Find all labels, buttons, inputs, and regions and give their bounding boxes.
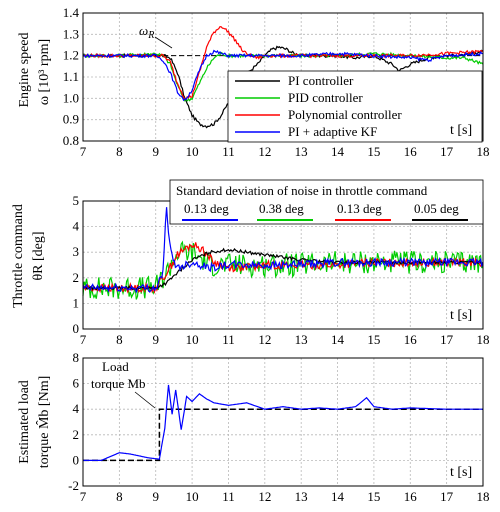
x-tick-label: 17 <box>440 489 454 504</box>
xlabel-panel1: t [s] <box>450 123 472 138</box>
y-tick-label: 0 <box>73 321 80 336</box>
x-tick-label: 7 <box>80 489 87 504</box>
y-tick-label: 0 <box>73 452 80 467</box>
x-tick-label: 10 <box>186 489 199 504</box>
x-tick-label: 15 <box>367 332 380 347</box>
ylabel-omega: ω [10³ rpm] <box>37 39 52 105</box>
y-tick-label: 0.9 <box>63 112 79 127</box>
legend-title: Standard deviation of noise in throttle … <box>176 183 428 198</box>
ylabel-engine-speed: Engine speed <box>17 32 32 107</box>
y-tick-label: 8 <box>73 350 80 365</box>
x-tick-label: 17 <box>440 332 454 347</box>
x-tick-label: 15 <box>367 489 380 504</box>
x-tick-label: 13 <box>295 144 308 159</box>
y-tick-label: 3 <box>73 244 80 259</box>
ylabel-throttle-command: Throttle command <box>11 204 26 308</box>
legend-label-pid: PID controller <box>288 90 363 105</box>
x-tick-label: 14 <box>331 489 345 504</box>
series-line <box>82 240 484 300</box>
x-tick-label: 10 <box>186 144 199 159</box>
y-tick-label: 2 <box>73 270 80 285</box>
annotation-arrow-omega-r <box>154 36 173 49</box>
y-tick-label: 1.3 <box>63 26 79 41</box>
legend-label-green: 0.38 deg <box>259 201 304 216</box>
x-tick-label: 8 <box>116 332 123 347</box>
x-tick-label: 16 <box>404 332 418 347</box>
legend: PI controller PID controller Polynomial … <box>227 70 483 143</box>
series-line <box>83 384 483 461</box>
annotation-arrow-load <box>134 391 156 409</box>
x-tick-label: 16 <box>404 144 418 159</box>
legend: Standard deviation of noise in throttle … <box>169 179 484 225</box>
annotation-omega-r: ωR <box>139 23 154 41</box>
x-tick-label: 16 <box>404 489 418 504</box>
xlabel-panel3: t [s] <box>450 465 472 480</box>
x-tick-label: 13 <box>295 332 308 347</box>
x-tick-label: 17 <box>440 144 454 159</box>
y-tick-label: 4 <box>73 401 80 416</box>
panel-throttle-command: Throttle command θR [deg] 7 8 9 10 11 12 13 14 1… <box>11 179 490 347</box>
legend-label-blue: 0.13 deg <box>184 201 229 216</box>
x-tick-label: 9 <box>152 332 159 347</box>
x-tick-label: 11 <box>222 144 235 159</box>
x-tick-label: 14 <box>331 332 345 347</box>
y-tick-label: 6 <box>73 376 80 391</box>
x-tick-label: 8 <box>116 144 123 159</box>
x-tick-label: 18 <box>477 144 490 159</box>
y-tick-label: 2 <box>73 427 80 442</box>
panel-load-torque: Estimated load torque M̂b [Nm] 7 8 9 10 11 12… <box>17 350 490 504</box>
x-tick-label: 7 <box>80 144 87 159</box>
series-line <box>82 49 483 102</box>
annotation-load-line2: torque Mb <box>91 376 146 391</box>
x-tick-label: 18 <box>477 489 490 504</box>
xlabel-panel2: t [s] <box>450 308 472 323</box>
y-tick-label: 5 <box>73 193 80 208</box>
y-tick-label: -2 <box>68 478 79 493</box>
ylabel-torque: torque M̂b [Nm] <box>35 376 52 469</box>
x-tick-label: 12 <box>258 489 271 504</box>
x-tick-label: 14 <box>331 144 345 159</box>
legend-label-polynomial: Polynomial controller <box>288 107 402 122</box>
y-tick-label: 4 <box>73 219 80 234</box>
x-tick-label: 13 <box>295 489 308 504</box>
legend-box <box>227 70 483 143</box>
x-tick-label: 11 <box>222 489 235 504</box>
y-tick-label: 1.4 <box>63 5 80 20</box>
annotation-load-line1: Load <box>102 359 129 374</box>
x-tick-label: 9 <box>152 144 159 159</box>
x-tick-label: 9 <box>152 489 159 504</box>
y-tick-label: 1.2 <box>63 48 79 63</box>
ylabel-estimated-load: Estimated load <box>17 380 32 464</box>
legend-label-red: 0.13 deg <box>337 201 382 216</box>
series-line <box>82 207 484 294</box>
x-tick-label: 15 <box>367 144 380 159</box>
x-tick-label: 11 <box>222 332 235 347</box>
ylabel-theta: θR [deg] <box>31 231 46 280</box>
plot-frame <box>82 357 484 487</box>
y-tick-label: 0.8 <box>63 133 79 148</box>
x-tick-label: 12 <box>258 332 271 347</box>
y-tick-label: 1 <box>73 295 80 310</box>
x-tick-label: 7 <box>80 332 87 347</box>
legend-label-black: 0.05 deg <box>414 201 459 216</box>
x-tick-label: 18 <box>477 332 490 347</box>
panel-engine-speed: Engine speed ω [10³ rpm] 7 8 9 10 11 12 13 14 15… <box>17 5 490 159</box>
legend-label-pi: PI controller <box>288 73 354 88</box>
x-tick-label: 12 <box>258 144 271 159</box>
y-tick-label: 1.1 <box>63 69 79 84</box>
x-tick-label: 8 <box>116 489 123 504</box>
y-tick-label: 1.0 <box>63 90 79 105</box>
series-line <box>83 408 483 462</box>
x-tick-label: 10 <box>186 332 199 347</box>
legend-box <box>169 179 484 225</box>
legend-label-adaptive-kf: PI + adaptive KF <box>288 124 377 139</box>
